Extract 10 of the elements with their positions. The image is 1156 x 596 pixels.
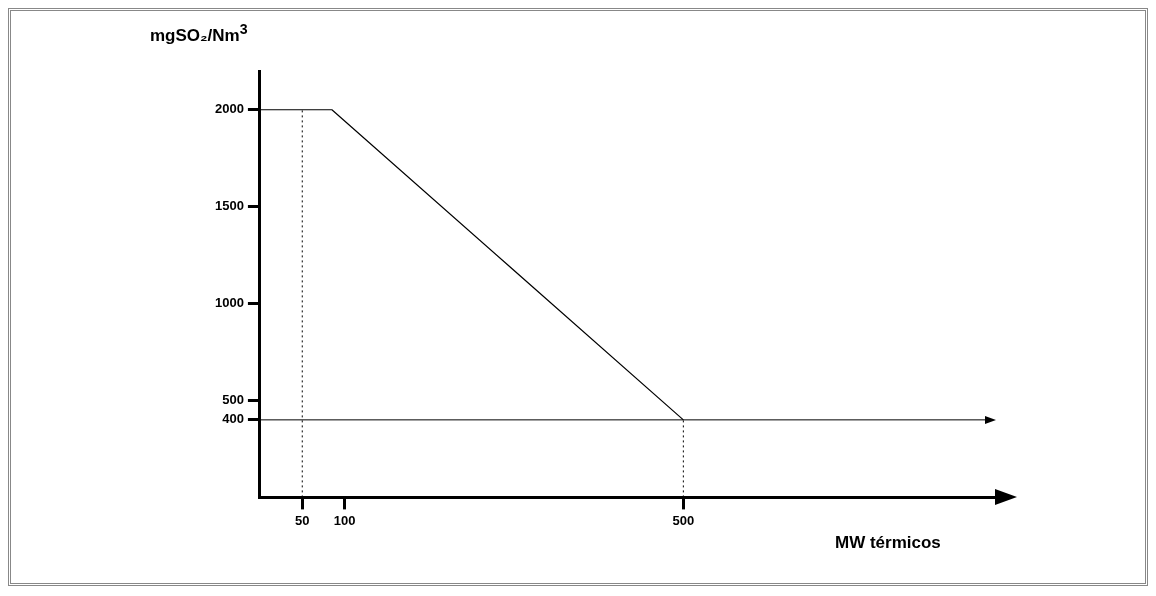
- y-tick-label: 1500: [215, 198, 244, 214]
- x-tick-label: 500: [672, 512, 695, 528]
- y-tick-label: 500: [222, 392, 244, 408]
- x-tick-label: 100: [333, 512, 356, 528]
- y-tick-label: 2000: [215, 101, 244, 117]
- x-axis-title: MW térmicos: [835, 533, 941, 554]
- y-tick-label: 1000: [215, 295, 244, 311]
- x-tick-label: 50: [295, 512, 310, 528]
- y-axis-title: mgSO₂/Nm$^{3}$: [149, 21, 248, 46]
- y-tick-label: 400: [222, 411, 244, 427]
